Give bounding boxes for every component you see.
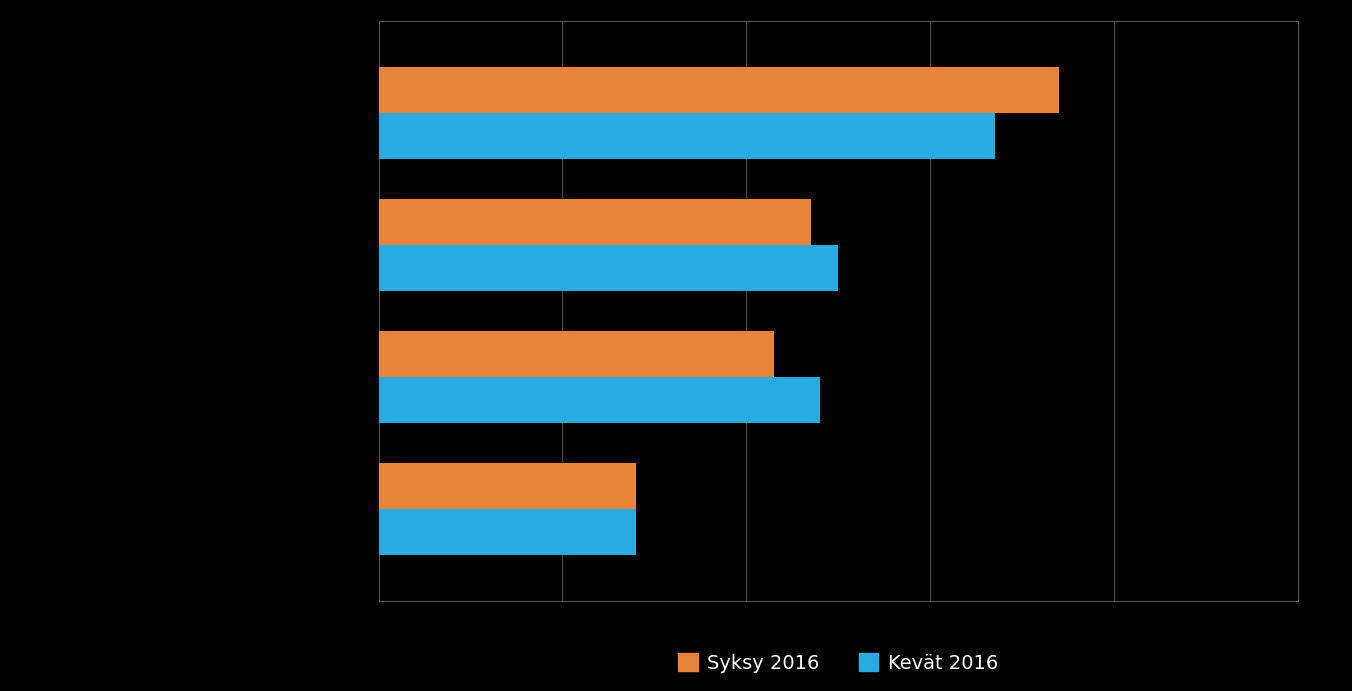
Bar xyxy=(379,331,773,377)
Bar xyxy=(379,67,1059,113)
Bar xyxy=(379,463,635,509)
Bar xyxy=(379,199,811,245)
Bar xyxy=(379,377,819,423)
Bar xyxy=(379,245,838,291)
Legend: Syksy 2016, Kevät 2016: Syksy 2016, Kevät 2016 xyxy=(671,645,1006,681)
Bar xyxy=(379,113,995,159)
Bar xyxy=(379,509,635,555)
